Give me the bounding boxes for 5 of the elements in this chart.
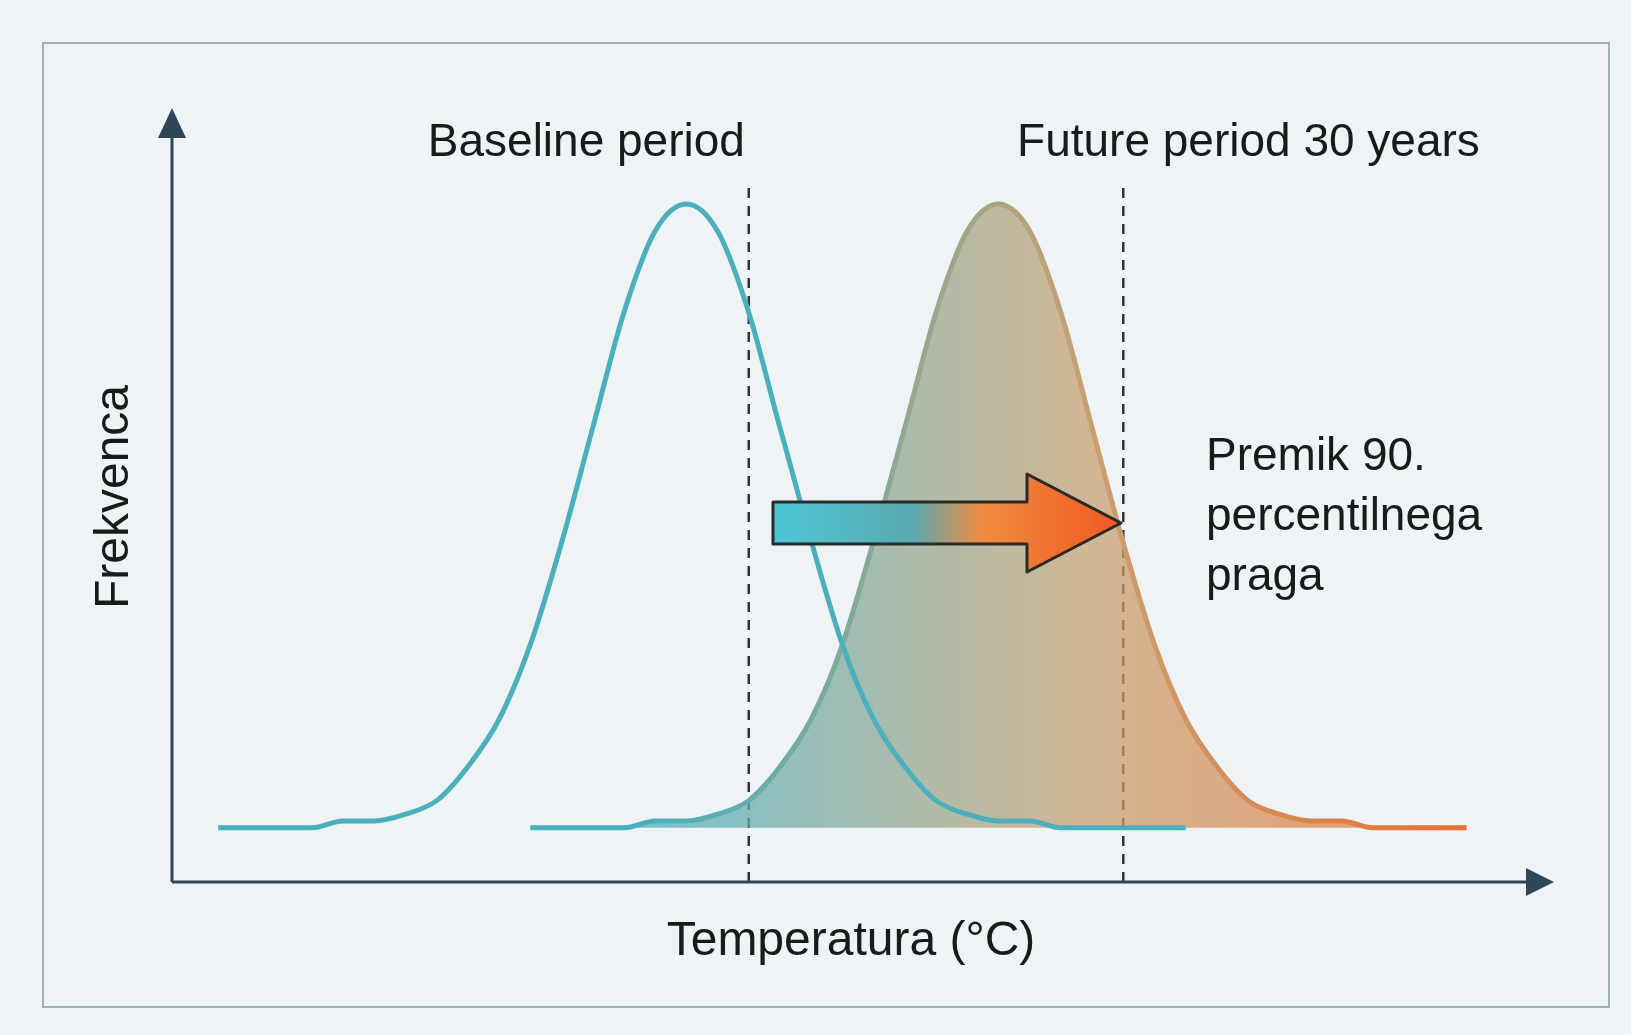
y-axis-title: Frekvenca [85,384,138,610]
x-axis-title: Temperatura (°C) [666,912,1036,965]
series-label: Baseline period [427,114,745,166]
annotation: Premik 90. percentilnega praga [1206,428,1483,600]
series-label: Future period 30 years [1017,114,1480,166]
